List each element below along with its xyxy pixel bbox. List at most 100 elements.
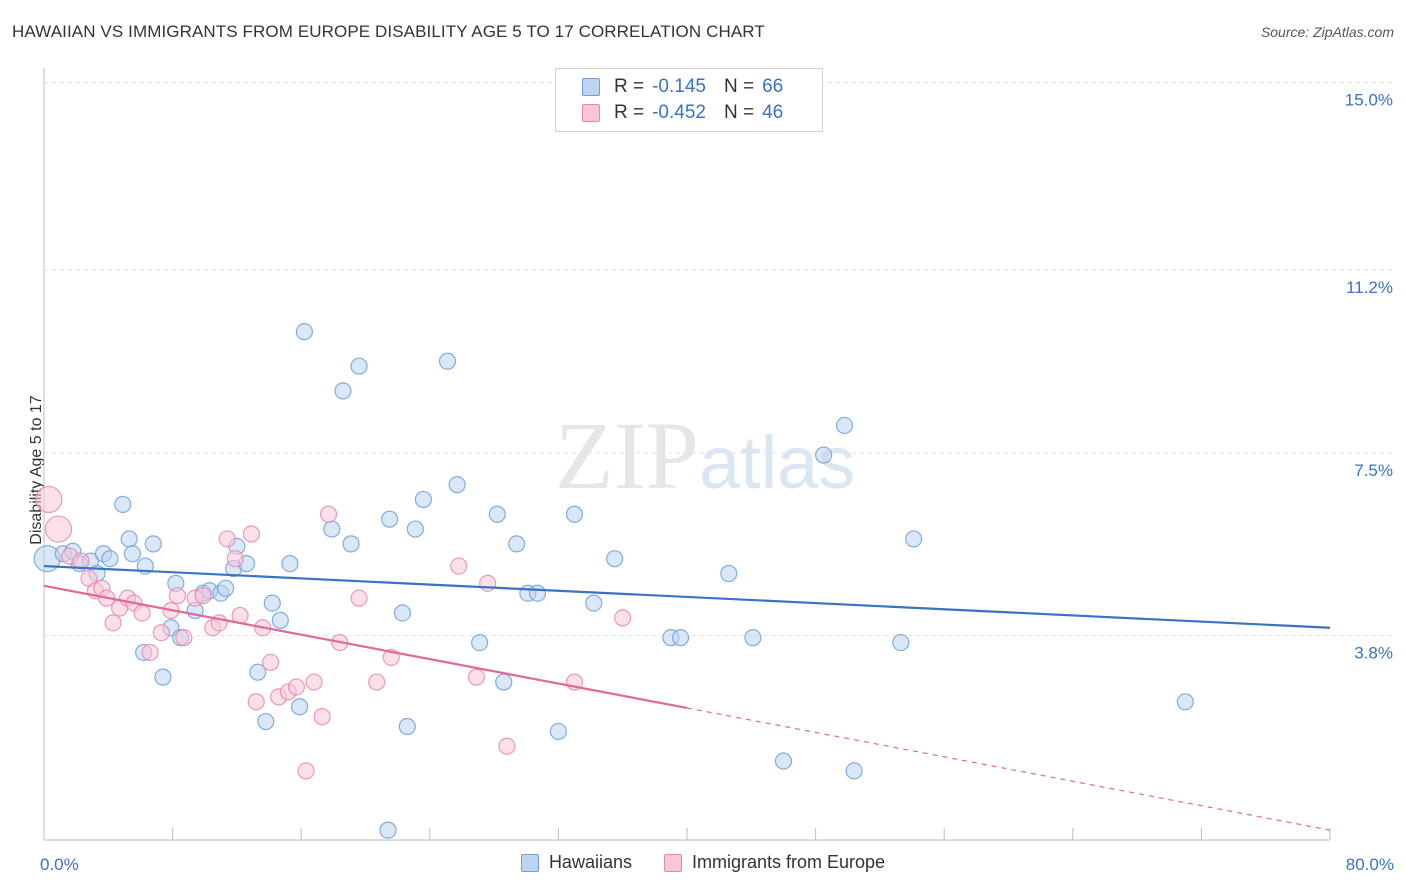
hawaiians-trend-line [43, 564, 1331, 629]
immigrants-point [450, 557, 468, 575]
source-label: Source: ZipAtlas.com [1260, 24, 1394, 40]
hawaiians-point [257, 712, 275, 731]
hawaiians-point [565, 505, 584, 523]
immigrants-point [247, 693, 265, 711]
hawaiians-point [671, 629, 690, 647]
watermark-atlas: atlas [699, 421, 856, 504]
hawaiians-point [323, 520, 341, 538]
immigrants-point [175, 629, 193, 647]
legend-label-immigrants: Immigrants from Europe [691, 852, 886, 872]
legend-swatch-immigrants [582, 104, 600, 122]
legend-n-value: 66 [762, 76, 784, 97]
immigrants-point [305, 673, 323, 691]
immigrants-point [72, 552, 90, 570]
hawaiians-point [815, 446, 833, 464]
hawaiians-point [495, 673, 513, 691]
hawaiians-point [835, 416, 854, 435]
hawaiians-point [281, 555, 299, 573]
hawaiians-point [350, 357, 368, 375]
immigrants-point [226, 550, 244, 568]
hawaiians-point [448, 476, 466, 494]
immigrants-point [104, 614, 122, 632]
hawaiians-point [154, 668, 172, 686]
hawaiians-point [488, 505, 506, 523]
x-tick-label: 0.0% [40, 855, 79, 874]
hawaiians-point [414, 490, 432, 509]
hawaiians-point [744, 629, 762, 647]
hawaiians-point [398, 717, 416, 736]
immigrants-point [368, 673, 386, 691]
hawaiians-point [774, 752, 793, 770]
immigrants-point [313, 708, 331, 726]
immigrants-point [35, 485, 63, 514]
immigrants-point [297, 762, 315, 780]
legend-r-value: -0.145 [652, 76, 706, 97]
hawaiians-point [406, 520, 424, 538]
legend-item-immigrants[interactable]: Immigrants from Europe [663, 852, 886, 873]
hawaiians-point [720, 564, 738, 583]
immigrants-point [141, 643, 159, 662]
immigrants-point [168, 587, 187, 605]
immigrants-point [287, 678, 305, 696]
immigrants-point [614, 609, 632, 627]
hawaiians-point [528, 584, 547, 602]
hawaiians-point [114, 495, 132, 513]
immigrants-point [498, 737, 516, 755]
hawaiians-point [1176, 693, 1194, 711]
hawaiians-point [508, 535, 526, 553]
hawaiians-point [845, 762, 863, 780]
immigrants-point [479, 574, 497, 592]
legend-n-value: 46 [762, 102, 784, 123]
legend-r-label: R = [614, 76, 645, 97]
hawaiians-point [263, 594, 281, 612]
immigrants-point [262, 653, 280, 671]
immigrants-point [467, 668, 486, 686]
watermark-zip: ZIP [555, 402, 699, 509]
watermark: ZIPatlas [555, 400, 855, 511]
legend-r-label: R = [614, 102, 645, 123]
hawaiians-point [892, 633, 910, 652]
stats-legend: R = -0.145 N = 66 R = -0.452 N = 46 [555, 68, 823, 132]
hawaiians-point [144, 535, 162, 553]
immigrants-point [242, 525, 260, 543]
immigrants-point [152, 624, 170, 642]
legend-swatch-hawaiians [582, 78, 600, 96]
hawaiians-point [271, 611, 289, 629]
immigrants-point [133, 604, 151, 622]
legend-row-hawaiians: R = -0.145 N = 66 [582, 75, 783, 99]
y-tick-label: 7.5% [1354, 461, 1393, 480]
hawaiians-point [249, 663, 267, 681]
series-legend: Hawaiians Immigrants from Europe [0, 852, 1406, 873]
hawaiians-point [290, 698, 309, 716]
hawaiians-point [334, 382, 352, 400]
y-tick-label: 3.8% [1354, 643, 1393, 662]
hawaiians-point [905, 530, 923, 548]
legend-r-value: -0.452 [652, 102, 706, 123]
hawaiians-point [295, 323, 314, 341]
chart-title: HAWAIIAN VS IMMIGRANTS FROM EUROPE DISAB… [12, 22, 765, 41]
hawaiians-point [123, 545, 142, 563]
legend-swatch-hawaiians [520, 853, 539, 872]
immigrants-point [194, 587, 212, 605]
hawaiians-point [342, 535, 360, 553]
hawaiians-point [379, 821, 397, 839]
hawaiians-point [120, 530, 138, 548]
immigrants-trend-line [43, 584, 688, 710]
hawaiians-point [101, 550, 119, 568]
hawaiians-point [217, 579, 235, 597]
hawaiians-point [381, 510, 399, 528]
legend-n-label: N = [723, 76, 755, 97]
hawaiians-point [606, 550, 624, 568]
legend-swatch-immigrants [663, 853, 682, 872]
legend-item-hawaiians[interactable]: Hawaiians [520, 852, 632, 873]
legend-label-hawaiians: Hawaiians [548, 852, 632, 872]
immigrants-point [218, 530, 236, 548]
y-tick-label: 15.0% [1345, 91, 1393, 110]
hawaiians-point [393, 604, 412, 622]
hawaiians-point [471, 633, 489, 652]
legend-row-immigrants: R = -0.452 N = 46 [582, 101, 783, 125]
x-tick-label: 80.0% [1346, 855, 1394, 874]
legend-n-label: N = [723, 102, 755, 123]
immigrants-point [350, 589, 368, 607]
